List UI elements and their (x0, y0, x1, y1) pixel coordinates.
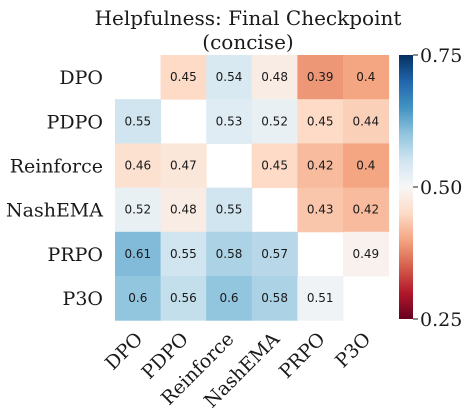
cell-value-label: 0.45 (170, 70, 197, 84)
cell-value-label: 0.46 (124, 159, 151, 173)
heatmap-cell (251, 55, 298, 100)
heatmap-cell (297, 143, 344, 189)
cell-value-label: 0.45 (261, 159, 288, 173)
heatmap-cell (160, 55, 207, 100)
cell-value-label: 0.48 (261, 70, 288, 84)
heatmap-cell (343, 143, 390, 189)
heatmap-cell (297, 276, 344, 321)
cell-value-label: 0.53 (216, 114, 243, 128)
chart-subtitle: (concise) (202, 30, 293, 54)
cell-value-label: 0.44 (352, 114, 379, 128)
cell-value-label: 0.49 (352, 247, 379, 261)
cell-value-label: 0.51 (307, 291, 334, 305)
row-label: P3O (63, 288, 103, 310)
cell-value-label: 0.45 (307, 114, 334, 128)
cell-value-label: 0.39 (307, 70, 334, 84)
row-label: NashEMA (6, 200, 103, 222)
heatmap-cell (206, 55, 253, 100)
cell-value-label: 0.58 (216, 247, 243, 261)
heatmap-cell (206, 187, 253, 233)
heatmap-cell (343, 187, 390, 233)
cell-value-label: 0.55 (216, 203, 243, 217)
column-label: PRPO (275, 328, 330, 383)
cell-value-label: 0.6 (128, 291, 147, 305)
heatmap-cell (297, 187, 344, 233)
cell-value-label: 0.58 (261, 291, 288, 305)
cell-value-label: 0.54 (216, 70, 243, 84)
cell-value-label: 0.57 (261, 247, 288, 261)
cell-value-label: 0.55 (170, 247, 197, 261)
cell-value-label: 0.56 (170, 291, 197, 305)
colorbar-ticks: 0.25 0.50 0.75 (413, 45, 462, 331)
heatmap-cell (206, 99, 253, 144)
cell-value-label: 0.42 (307, 159, 334, 173)
heatmap-cell (343, 99, 390, 144)
cell-value-label: 0.47 (170, 159, 197, 173)
heatmap-cell (297, 99, 344, 144)
cell-value-label: 0.52 (261, 114, 288, 128)
cell-value-label: 0.4 (356, 159, 375, 173)
cell-value-label: 0.55 (124, 114, 151, 128)
cell-value-label: 0.43 (307, 203, 334, 217)
row-label: DPO (59, 67, 103, 89)
row-label: PDPO (47, 111, 103, 133)
heatmap-cell (160, 143, 207, 189)
heatmap-cell (115, 276, 162, 321)
cell-value-label: 0.42 (352, 203, 379, 217)
heatmap-cells: 0.45 0.54 0.48 0.39 0.4 0.55 0.53 0.52 0.45 0.44 0… (115, 55, 390, 321)
colorbar-tick-label: 0.50 (420, 177, 462, 199)
heatmap-cell (251, 231, 298, 277)
heatmap-cell (297, 55, 344, 100)
heatmap-cell (251, 143, 298, 189)
heatmap-cell (160, 187, 207, 233)
heatmap-cell (343, 55, 390, 100)
heatmap-cell (115, 99, 162, 144)
cell-value-label: 0.61 (124, 247, 151, 261)
heatmap-cell (160, 276, 207, 321)
heatmap-cell (343, 231, 390, 277)
row-label: Reinforce (10, 156, 103, 178)
colorbar (399, 55, 413, 319)
heatmap-cell (206, 276, 253, 321)
colorbar-tick-label: 0.25 (420, 309, 462, 331)
row-labels: DPO PDPO Reinforce NashEMA PRPO P3O (6, 67, 103, 310)
cell-value-label: 0.6 (219, 291, 238, 305)
column-label: P3O (331, 328, 375, 372)
heatmap-cell (251, 99, 298, 144)
row-label: PRPO (48, 244, 103, 266)
chart-title: Helpfulness: Final Checkpoint (95, 6, 402, 30)
heatmap-cell (115, 187, 162, 233)
cell-value-label: 0.4 (356, 70, 375, 84)
heatmap-cell (206, 231, 253, 277)
heatmap-cell (115, 231, 162, 277)
heatmap-cell (115, 143, 162, 189)
colorbar-tick-label: 0.75 (420, 45, 462, 67)
heatmap-cell (251, 276, 298, 321)
cell-value-label: 0.48 (170, 203, 197, 217)
heatmap-cell (160, 231, 207, 277)
cell-value-label: 0.52 (124, 203, 151, 217)
